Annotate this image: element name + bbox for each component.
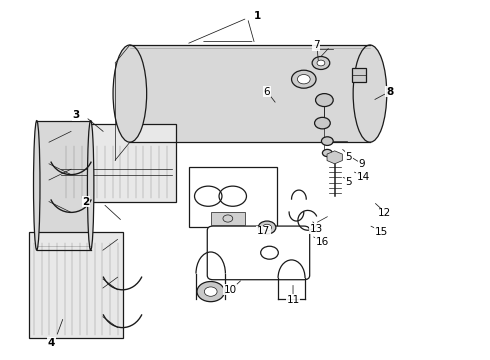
Circle shape	[322, 149, 332, 157]
Text: 10: 10	[224, 285, 237, 295]
Text: 8: 8	[386, 87, 393, 97]
Circle shape	[204, 287, 217, 296]
Text: 14: 14	[357, 172, 370, 182]
Bar	[352, 68, 366, 82]
Circle shape	[263, 224, 271, 231]
Bar	[29, 232, 122, 338]
Circle shape	[315, 117, 330, 129]
Circle shape	[292, 70, 316, 88]
Circle shape	[312, 57, 330, 69]
Text: 9: 9	[358, 159, 365, 169]
Text: 11: 11	[286, 294, 300, 305]
Text: 3: 3	[73, 110, 79, 120]
Text: 16: 16	[316, 237, 329, 247]
Circle shape	[317, 60, 325, 66]
Circle shape	[297, 75, 310, 84]
Bar	[37, 121, 91, 250]
Text: 15: 15	[374, 227, 388, 237]
Text: 2: 2	[82, 197, 89, 207]
Bar	[130, 45, 370, 142]
Circle shape	[316, 94, 333, 107]
Polygon shape	[211, 212, 245, 225]
Circle shape	[321, 137, 333, 145]
Bar	[189, 167, 277, 227]
Text: 1: 1	[254, 11, 261, 21]
Text: 5: 5	[345, 152, 352, 162]
Ellipse shape	[33, 121, 40, 250]
Circle shape	[197, 282, 224, 302]
FancyBboxPatch shape	[207, 226, 310, 280]
Ellipse shape	[113, 45, 147, 142]
Text: 4: 4	[48, 338, 55, 348]
Text: 5: 5	[345, 177, 352, 187]
Text: 7: 7	[313, 40, 319, 50]
Bar	[61, 124, 176, 202]
Text: 6: 6	[264, 87, 270, 97]
Text: 17: 17	[257, 226, 270, 236]
Text: 12: 12	[378, 208, 392, 218]
Text: 13: 13	[309, 224, 323, 234]
Circle shape	[258, 221, 276, 234]
Ellipse shape	[353, 45, 387, 142]
Ellipse shape	[87, 121, 94, 250]
